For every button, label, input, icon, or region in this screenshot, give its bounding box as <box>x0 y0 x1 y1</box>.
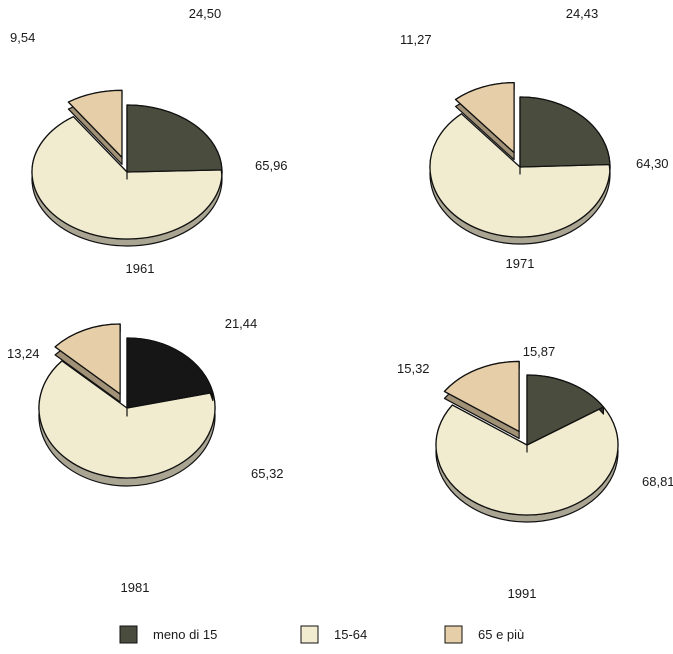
value-label-65-e-pi-1971: 11,27 <box>400 32 432 47</box>
year-label-1991: 1991 <box>508 586 537 601</box>
legend-swatch-65-e-pi <box>444 625 463 644</box>
value-label-15-64-1981: 65,32 <box>251 466 284 481</box>
legend-item-65-e-pi: 65 e più <box>444 625 524 644</box>
pie-chart-1971: 24,43 64,30 11,27 1971 <box>400 6 669 271</box>
value-label-65-e-pi-1961: 9,54 <box>10 30 35 45</box>
slice-meno-di-15-1991 <box>526 374 605 453</box>
slice-65-e-pi-1991 <box>443 360 520 440</box>
legend-swatch-15-64 <box>300 625 319 644</box>
value-label-meno-di-15-1991: 15,87 <box>523 344 556 359</box>
pie-chart-1991: 15,87 68,81 15,32 1991 <box>397 344 673 601</box>
slice-65-e-pi-1971 <box>454 81 515 161</box>
legend-item-meno-di-15: meno di 15 <box>119 625 217 644</box>
slice-meno-di-15-1961 <box>126 104 223 180</box>
pie-chart-1981: 21,44 65,32 13,24 1981 <box>7 316 284 595</box>
value-label-65-e-pi-1991: 15,32 <box>397 361 430 376</box>
slice-15-64-1971 <box>429 113 611 245</box>
value-label-15-64-1971: 64,30 <box>636 156 669 171</box>
legend-label-meno-di-15: meno di 15 <box>153 627 217 642</box>
year-label-1971: 1971 <box>506 256 535 271</box>
value-label-15-64-1991: 68,81 <box>642 474 673 489</box>
slice-65-e-pi-1961 <box>67 89 123 165</box>
slice-15-64-1991 <box>435 404 619 523</box>
legend-label-65-e-pi: 65 e più <box>478 627 524 642</box>
slice-65-e-pi-1981 <box>54 323 121 403</box>
value-label-65-e-pi-1981: 13,24 <box>7 346 40 361</box>
value-label-15-64-1961: 65,96 <box>255 158 288 173</box>
legend: meno di 15 15-64 65 e più <box>119 625 524 644</box>
legend-item-15-64: 15-64 <box>300 625 367 644</box>
slice-meno-di-15-1981 <box>126 337 214 417</box>
slice-meno-di-15-1971 <box>519 96 611 175</box>
year-label-1961: 1961 <box>126 261 155 276</box>
value-label-meno-di-15-1961: 24,50 <box>189 6 222 21</box>
slice-15-64-1981 <box>38 360 216 487</box>
value-label-meno-di-15-1971: 24,43 <box>566 6 599 21</box>
value-label-meno-di-15-1981: 21,44 <box>225 316 258 331</box>
legend-label-15-64: 15-64 <box>334 627 367 642</box>
pie-chart-1961: 24,50 65,96 9,54 1961 <box>10 6 288 276</box>
legend-swatch-meno-di-15 <box>119 625 138 644</box>
year-label-1981: 1981 <box>121 580 150 595</box>
